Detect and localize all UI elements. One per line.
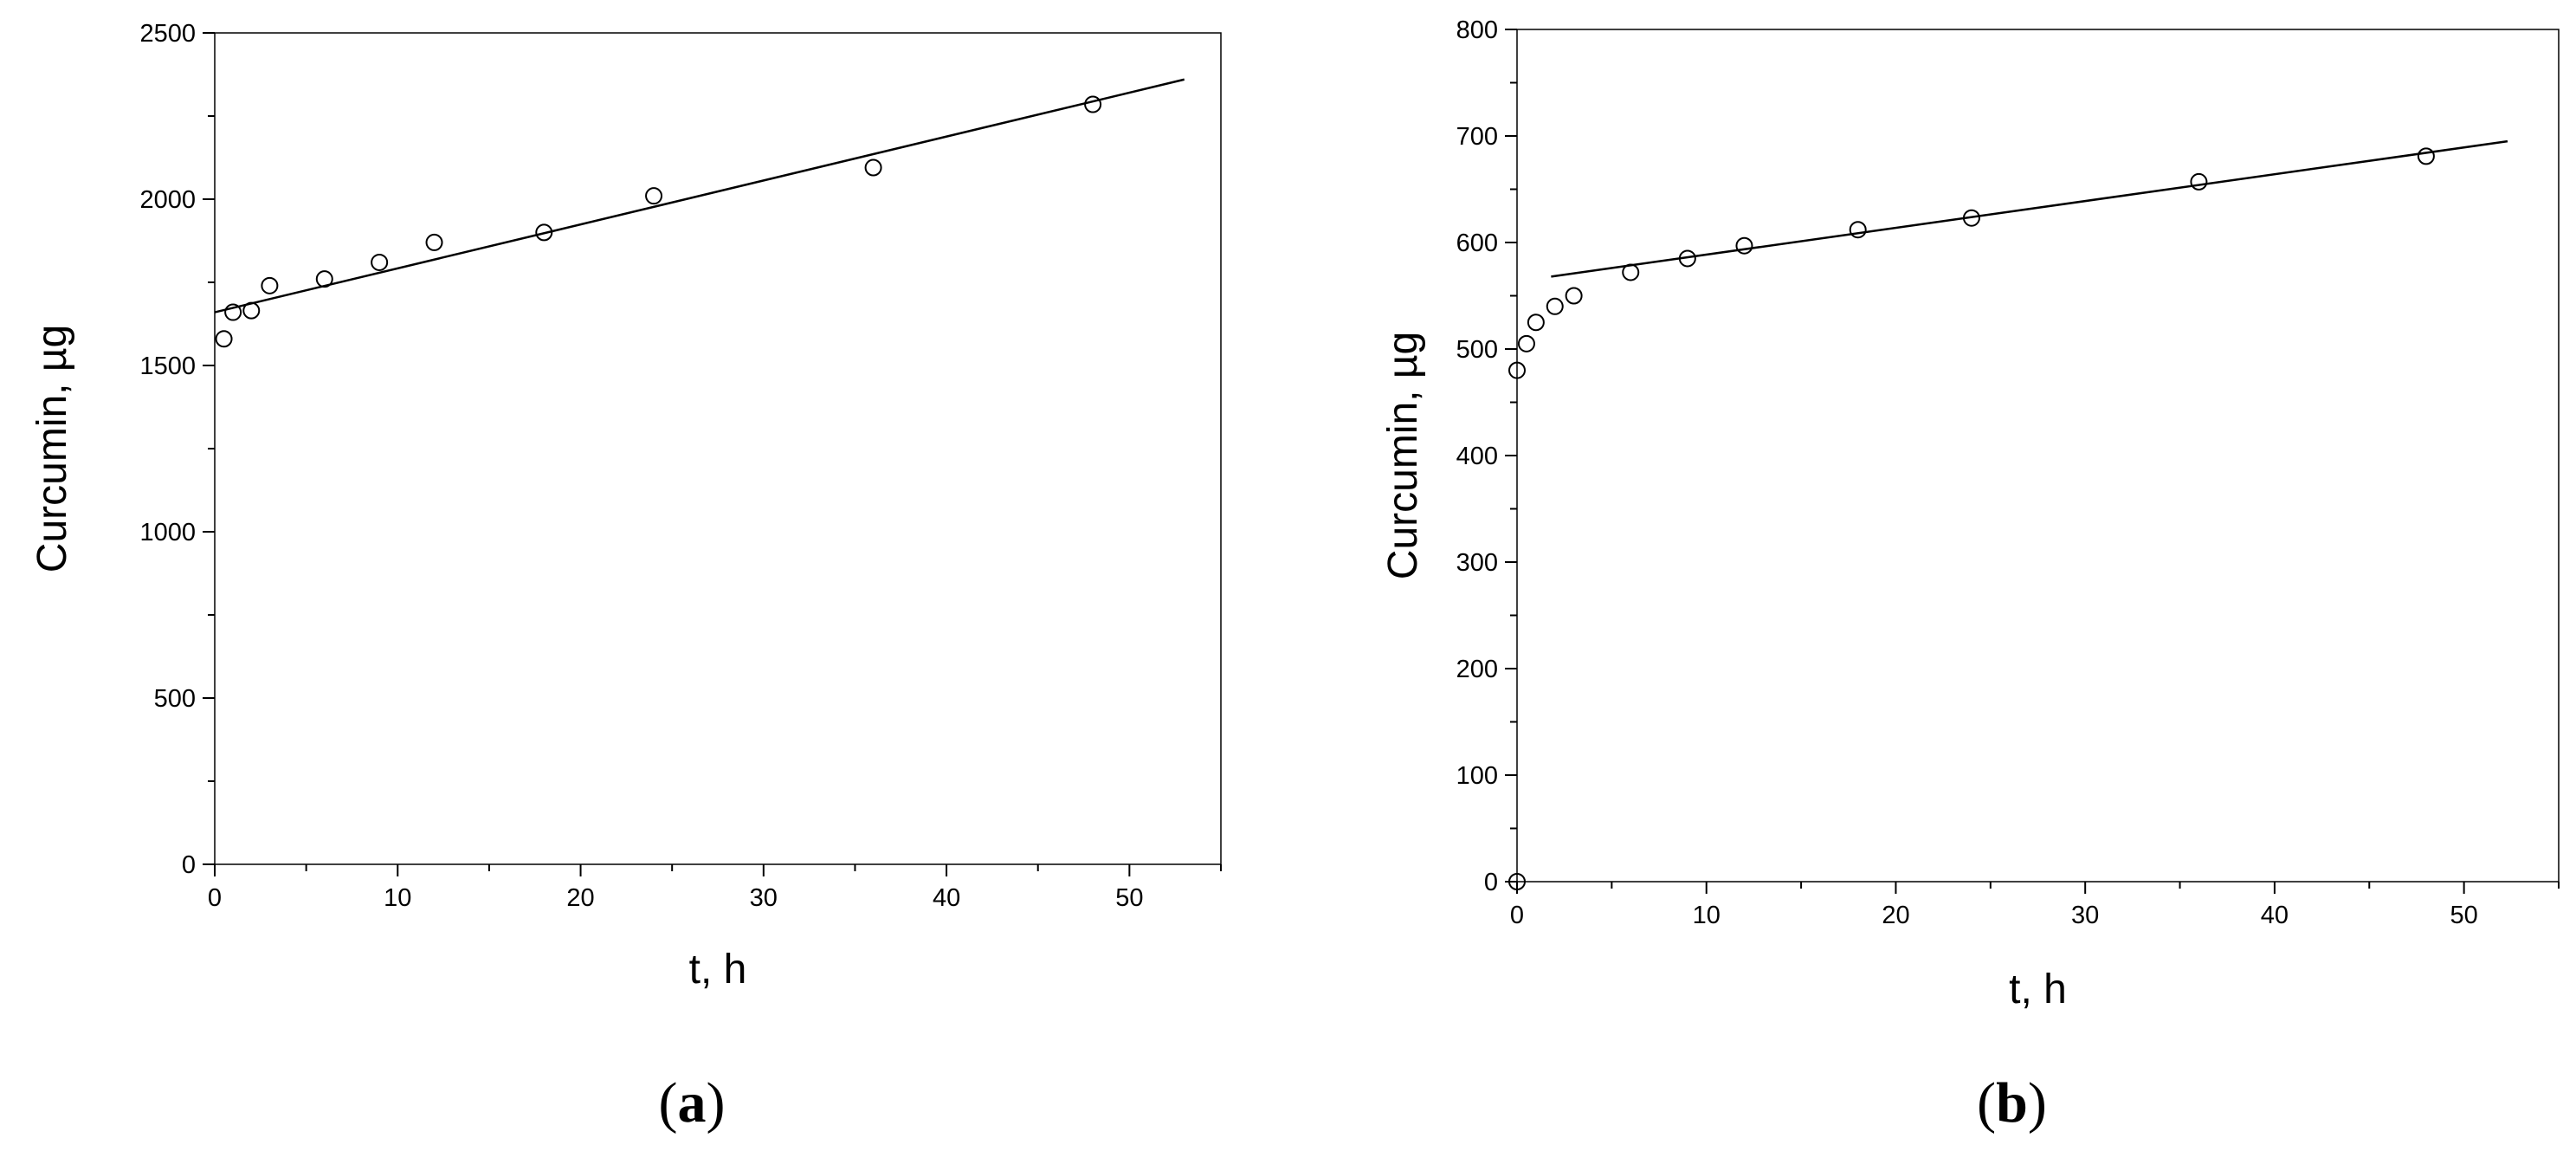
y-tick-label: 400 bbox=[1456, 443, 1498, 470]
x-tick-label: 30 bbox=[750, 884, 778, 912]
data-point bbox=[371, 253, 389, 271]
x-tick-label: 30 bbox=[2071, 902, 2099, 929]
x-axis-label: t, h bbox=[2009, 967, 2067, 1012]
x-tick-label: 40 bbox=[2261, 902, 2289, 929]
data-point bbox=[1678, 249, 1696, 268]
panel-label-close: ) bbox=[2028, 1071, 2047, 1135]
x-tick-label: 0 bbox=[1510, 902, 1524, 929]
y-tick-label: 2000 bbox=[139, 186, 196, 214]
data-point bbox=[645, 187, 663, 205]
data-point bbox=[1849, 221, 1867, 239]
y-tick-label: 500 bbox=[154, 685, 196, 713]
panel-label: (a) bbox=[659, 1071, 726, 1135]
data-point bbox=[2190, 172, 2208, 191]
panel-label-open: ( bbox=[659, 1071, 678, 1135]
x-tick-label: 10 bbox=[384, 884, 411, 912]
x-axis-label: t, h bbox=[689, 947, 747, 993]
data-point bbox=[1508, 361, 1526, 379]
data-point bbox=[315, 270, 333, 288]
y-tick-label: 300 bbox=[1456, 549, 1498, 577]
data-point bbox=[242, 301, 261, 320]
y-tick-label: 0 bbox=[182, 851, 196, 879]
x-tick-label: 10 bbox=[1693, 902, 1721, 929]
y-tick-label: 200 bbox=[1456, 656, 1498, 683]
data-point bbox=[1735, 236, 1753, 255]
data-point bbox=[1084, 95, 1102, 113]
data-point bbox=[1527, 314, 1545, 332]
fit-line bbox=[214, 78, 1185, 314]
panel-label-letter: a bbox=[678, 1071, 707, 1135]
data-point bbox=[535, 223, 553, 242]
plot-frame bbox=[1516, 29, 2560, 883]
x-tick-label: 20 bbox=[566, 884, 594, 912]
data-point bbox=[1962, 209, 1980, 227]
y-tick-label: 100 bbox=[1456, 762, 1498, 790]
y-tick-label: 1000 bbox=[139, 519, 196, 546]
panel-label-open: ( bbox=[1977, 1071, 1996, 1135]
data-point bbox=[261, 276, 279, 294]
data-point bbox=[2417, 147, 2435, 165]
y-tick-label: 600 bbox=[1456, 230, 1498, 257]
data-point bbox=[1508, 873, 1526, 890]
data-point bbox=[1565, 287, 1583, 305]
data-point bbox=[215, 330, 233, 348]
panel-label-close: ) bbox=[707, 1071, 726, 1135]
y-tick-label: 2500 bbox=[139, 20, 196, 48]
y-tick-label: 500 bbox=[1456, 336, 1498, 364]
data-point bbox=[224, 303, 242, 321]
plot-frame bbox=[214, 32, 1222, 865]
x-tick-label: 40 bbox=[933, 884, 960, 912]
data-point bbox=[425, 233, 443, 251]
x-tick-label: 0 bbox=[208, 884, 222, 912]
data-point bbox=[1622, 263, 1640, 281]
panel-label-letter: b bbox=[1996, 1071, 2028, 1135]
data-point bbox=[1546, 297, 1564, 315]
x-tick-label: 50 bbox=[2450, 902, 2478, 929]
x-tick-label: 20 bbox=[1882, 902, 1909, 929]
panel-label: (b) bbox=[1977, 1071, 2047, 1135]
y-axis-label: Curcumin, µg bbox=[29, 325, 75, 572]
x-tick-label: 50 bbox=[1115, 884, 1143, 912]
y-tick-label: 700 bbox=[1456, 123, 1498, 151]
y-tick-label: 800 bbox=[1456, 16, 1498, 44]
data-point bbox=[1517, 334, 1535, 352]
y-axis-label: Curcumin, µg bbox=[1380, 332, 1426, 579]
data-point bbox=[864, 158, 882, 177]
y-tick-label: 0 bbox=[1484, 869, 1498, 896]
fit-line bbox=[1551, 139, 2508, 278]
y-tick-label: 1500 bbox=[139, 352, 196, 380]
